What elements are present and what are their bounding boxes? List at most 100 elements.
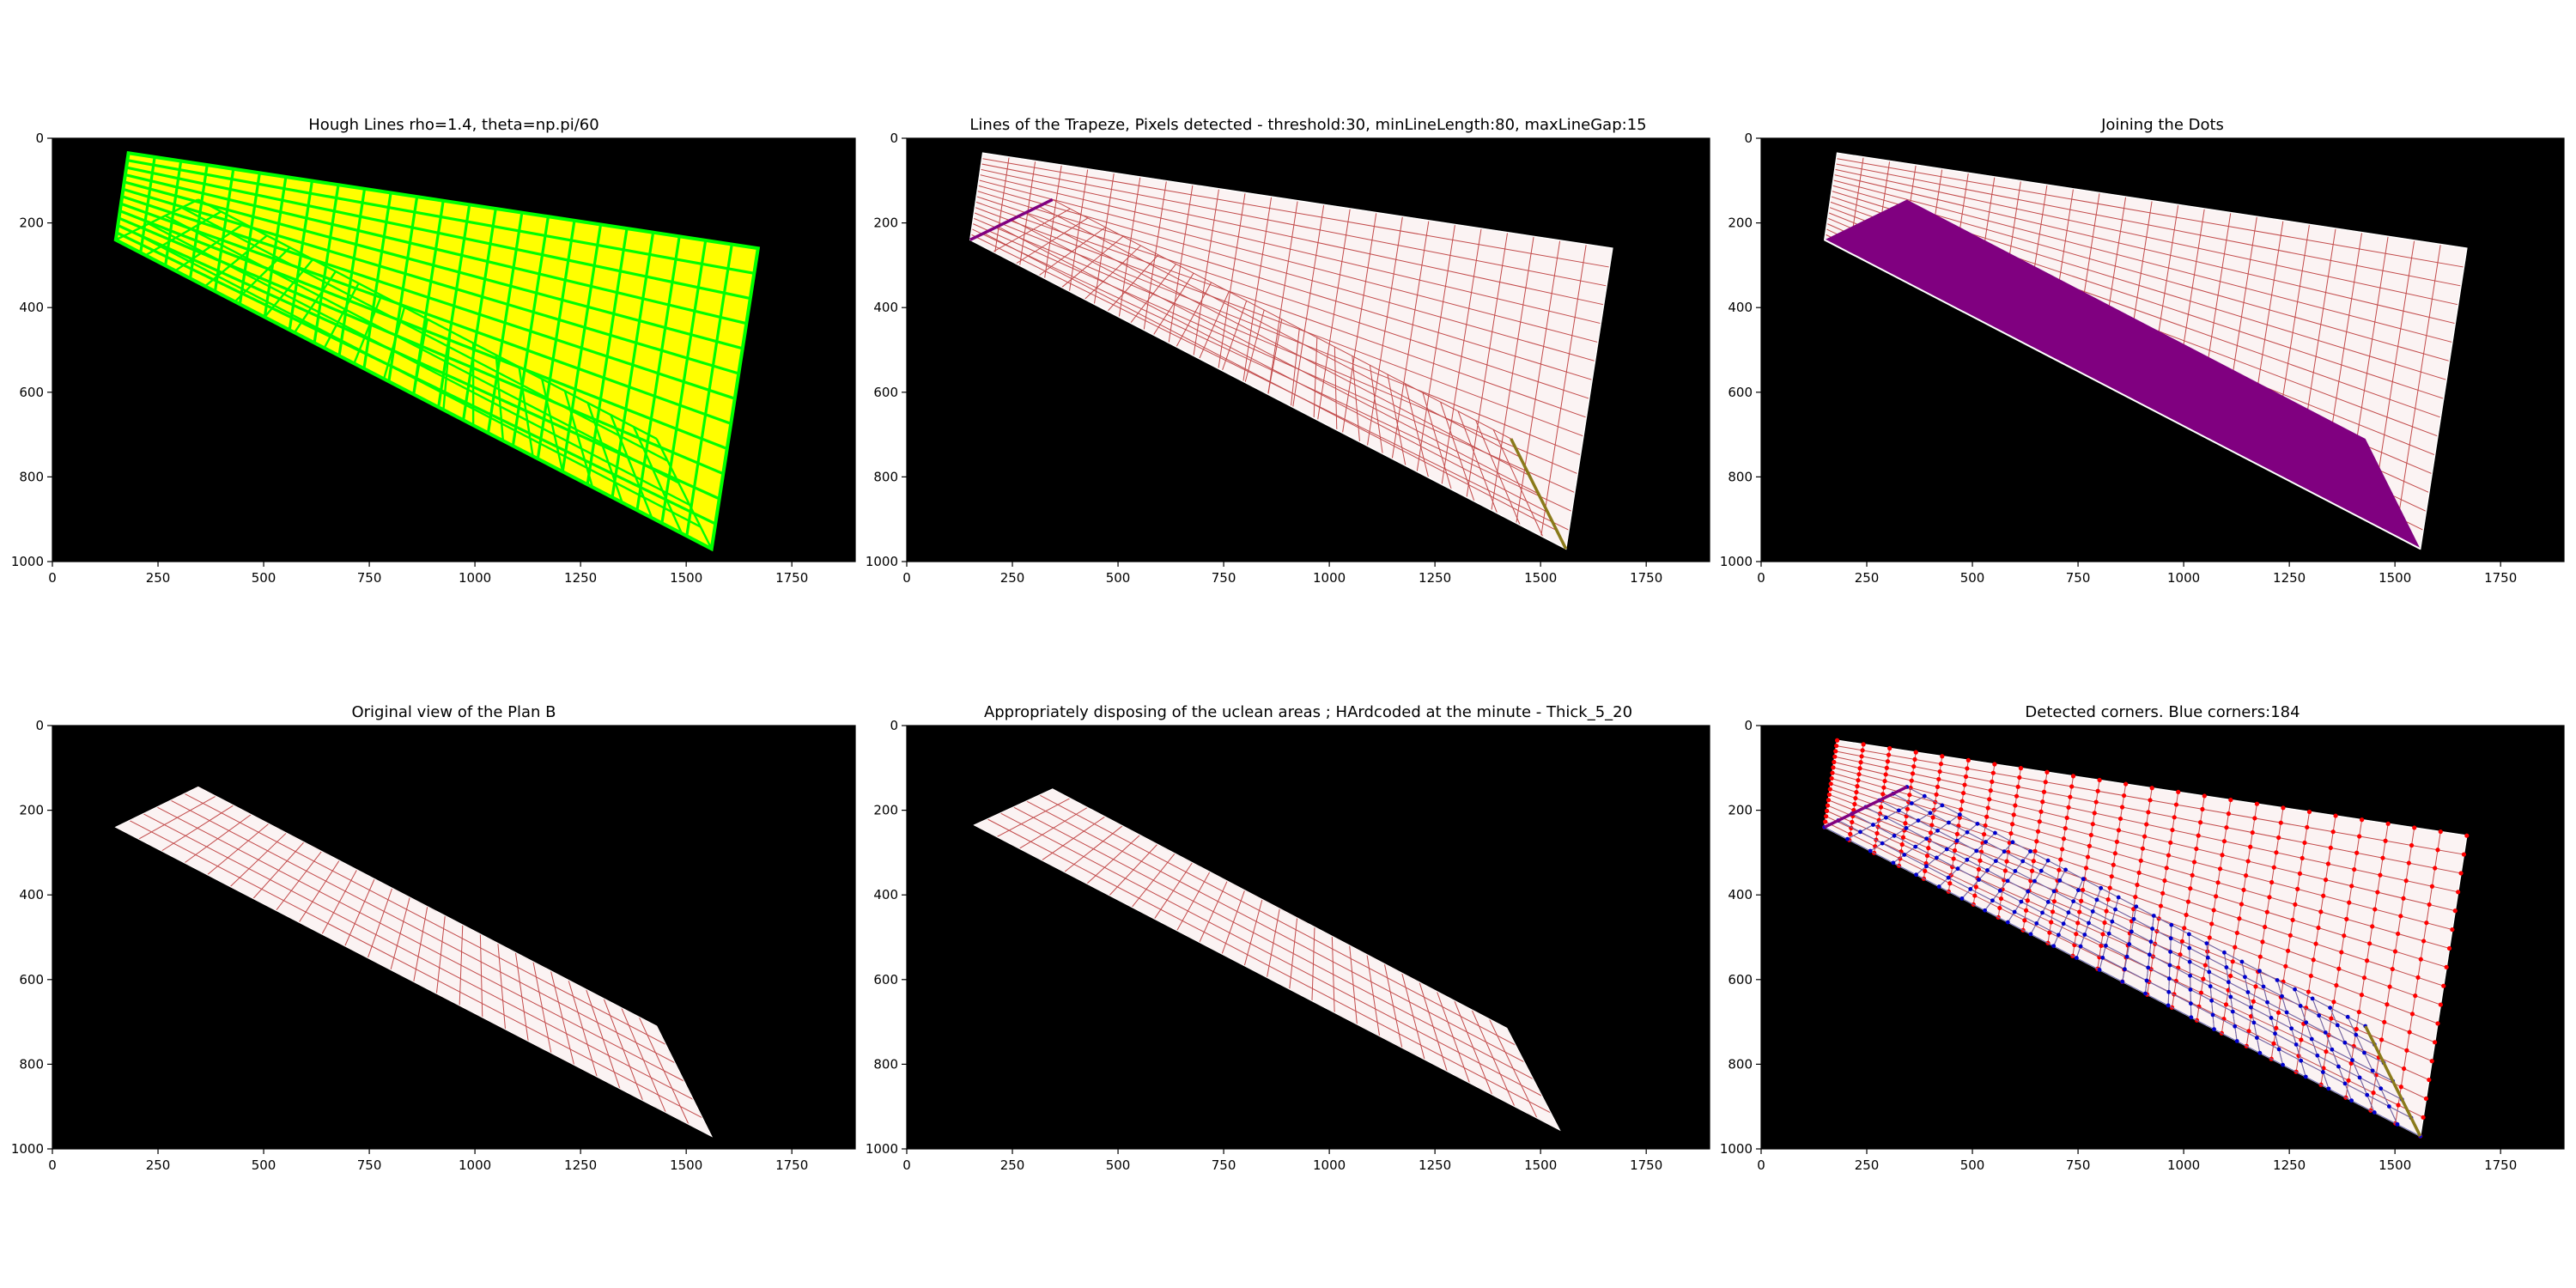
corner-point <box>2131 907 2136 912</box>
corner-point <box>2034 839 2039 844</box>
corner-point <box>2138 858 2143 863</box>
corner-point <box>1960 790 1966 796</box>
corner-point <box>1833 749 1838 754</box>
corner-point <box>2336 966 2342 971</box>
grid-line <box>983 233 1558 532</box>
corner-point <box>2022 918 2027 923</box>
corner-point <box>2051 889 2057 894</box>
y-tick-label: 1000 <box>1720 1141 1753 1157</box>
grid-line <box>1026 800 1525 1063</box>
corner-point <box>2398 1084 2403 1090</box>
corner-point <box>2220 853 2225 858</box>
corner-point <box>2150 927 2155 931</box>
corner-point <box>2013 803 2018 808</box>
corner-point <box>2208 984 2213 989</box>
corner-point <box>2257 954 2263 959</box>
x-tick-label: 1500 <box>1524 1157 1557 1173</box>
grid-line <box>204 234 268 288</box>
corner-point <box>1954 838 1959 843</box>
corner-point <box>2290 917 2295 922</box>
corner-point <box>1985 805 1990 811</box>
corner-point <box>1935 828 1940 833</box>
corner-point <box>2406 860 2411 866</box>
corner-point <box>1903 821 1908 826</box>
corner-point <box>2318 909 2324 914</box>
corner-point <box>2293 1042 2299 1047</box>
corner-point <box>2284 1010 2289 1015</box>
corner-point <box>2252 816 2257 821</box>
x-tick-label: 1000 <box>459 570 491 586</box>
corner-point <box>2061 836 2067 841</box>
corner-point <box>1886 752 1892 757</box>
corner-point <box>2123 967 2127 972</box>
corner-point <box>2390 966 2395 972</box>
corner-point <box>2057 878 2063 883</box>
grid-line <box>586 402 623 503</box>
grid-line <box>1836 158 2464 268</box>
x-tick-label: 1750 <box>775 570 808 586</box>
corner-point <box>2066 910 2071 915</box>
corner-point <box>2119 805 2125 810</box>
y-tick-label: 400 <box>1728 300 1753 315</box>
corner-point <box>1910 771 1916 776</box>
corner-point <box>1997 888 2002 893</box>
corner-point <box>2070 774 2076 779</box>
corner-point <box>2166 976 2172 981</box>
corner-point <box>2357 834 2362 839</box>
corner-point <box>2075 920 2081 926</box>
grid-line <box>170 799 676 1064</box>
corner-point <box>2328 1005 2333 1011</box>
corner-point <box>2331 999 2336 1005</box>
corner-point <box>1950 865 1955 870</box>
corner-point <box>1909 778 1914 783</box>
corner-point <box>2438 829 2443 835</box>
y-axis: 0 200 400 600 800 1000 <box>866 131 907 569</box>
corner-point <box>2149 786 2154 791</box>
corner-point <box>2435 848 2440 853</box>
corner-point <box>2427 902 2432 908</box>
corner-point <box>2204 941 2209 946</box>
corner-point <box>1959 807 1964 812</box>
filled-region <box>1824 199 2421 550</box>
corner-point <box>1857 766 1862 771</box>
corner-point <box>1827 787 1832 792</box>
y-tick-label: 800 <box>1728 1056 1753 1072</box>
corner-point <box>2168 936 2173 941</box>
x-tick-label: 500 <box>252 570 276 586</box>
corner-point <box>2166 989 2172 994</box>
corner-point <box>2170 827 2175 833</box>
corner-point <box>1828 781 1833 787</box>
corner-point <box>2148 939 2154 945</box>
corner-point <box>1968 887 1973 891</box>
grid-line <box>518 367 534 457</box>
corner-point <box>1930 815 1935 820</box>
grid-line <box>1039 794 1516 1046</box>
corner-point <box>2361 975 2367 981</box>
x-tick-label: 1000 <box>1313 1157 1346 1173</box>
corner-point <box>2113 907 2117 912</box>
corner-point <box>2087 843 2093 848</box>
corner-point <box>2185 899 2191 904</box>
corner-point <box>2386 1104 2391 1109</box>
corner-point <box>2094 897 2099 902</box>
y-tick-label: 200 <box>1728 803 1753 818</box>
corner-point <box>2066 805 2071 810</box>
corner-point <box>2077 909 2082 914</box>
corner-point <box>2283 963 2288 969</box>
corner-point <box>2093 799 2099 805</box>
corner-point <box>1965 829 1970 835</box>
corner-point <box>2120 979 2125 984</box>
corner-point <box>1973 884 1978 890</box>
corner-point <box>2346 1078 2351 1083</box>
corner-point <box>1911 764 1917 769</box>
corner-point <box>1965 766 1970 771</box>
corner-point <box>2142 834 2148 839</box>
grid-line <box>144 210 222 257</box>
corner-point <box>2450 927 2455 933</box>
x-tick-label: 1250 <box>2273 1157 2306 1173</box>
corner-point <box>2112 851 2117 856</box>
subplot-title: Hough Lines rho=1.4, theta=np.pi/60 <box>308 116 598 134</box>
x-tick-label: 250 <box>146 570 171 586</box>
corner-point <box>1924 836 1929 841</box>
subplot-title: Original view of the Plan B <box>351 703 556 721</box>
